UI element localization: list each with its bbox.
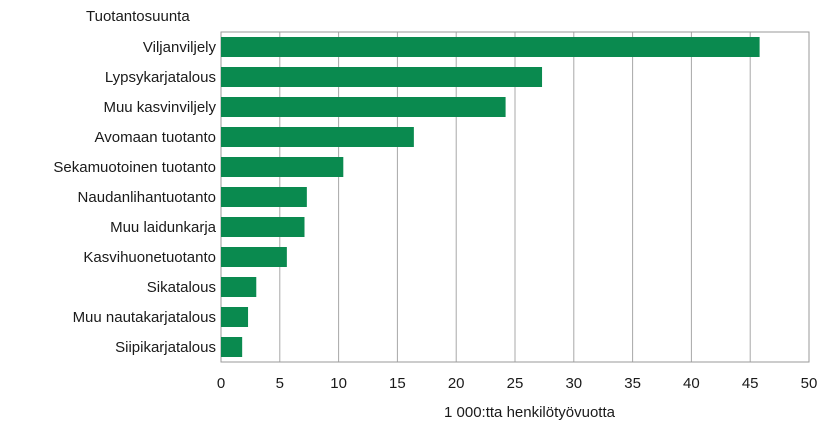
bar (221, 37, 760, 57)
category-label: Muu laidunkarja (110, 219, 217, 236)
x-tick-label: 35 (624, 375, 641, 392)
category-label: Sikatalous (147, 279, 216, 296)
x-tick-label: 0 (217, 375, 225, 392)
category-label: Siipikarjatalous (115, 339, 216, 356)
x-tick-label: 45 (742, 375, 759, 392)
bar (221, 217, 305, 237)
category-label: Muu kasvinviljely (103, 99, 216, 116)
bar (221, 307, 249, 327)
category-label: Kasvihuonetuotanto (83, 249, 216, 266)
x-tick-label: 15 (389, 375, 406, 392)
category-label: Muu nautakarjatalous (73, 309, 216, 326)
x-tick-label: 30 (565, 375, 582, 392)
bar (221, 337, 243, 357)
bar (221, 127, 414, 147)
x-tick-label: 10 (330, 375, 347, 392)
bar (221, 97, 506, 117)
bars (221, 37, 760, 357)
x-tick-labels: 0 5 10 15 20 25 30 35 40 45 50 (217, 375, 818, 392)
bar (221, 277, 257, 297)
x-tick-label: 50 (801, 375, 818, 392)
category-label: Avomaan tuotanto (95, 129, 216, 146)
x-axis-title: 1 000:tta henkilötyövuotta (444, 404, 616, 421)
x-tick-label: 25 (507, 375, 524, 392)
x-tick-label: 40 (683, 375, 700, 392)
x-tick-label: 20 (448, 375, 465, 392)
category-label: Naudanlihantuotanto (78, 189, 216, 206)
category-label: Viljanviljely (143, 39, 217, 56)
category-labels: Viljanviljely Lypsykarjatalous Muu kasvinv… (53, 39, 216, 356)
bar (221, 247, 287, 267)
bar (221, 187, 307, 207)
y-axis-title: Tuotantosuunta (86, 8, 190, 25)
bar (221, 157, 344, 177)
bar (221, 67, 543, 87)
category-label: Sekamuotoinen tuotanto (53, 159, 216, 176)
category-label: Lypsykarjatalous (105, 69, 216, 86)
x-tick-label: 5 (276, 375, 284, 392)
